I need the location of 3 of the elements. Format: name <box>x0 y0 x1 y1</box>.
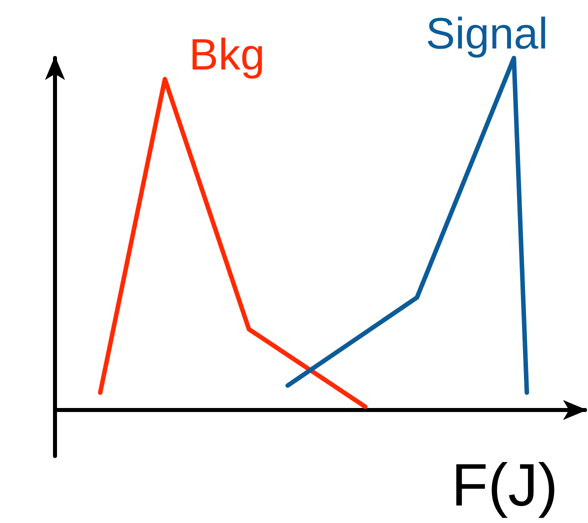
series-label: Signal <box>426 10 548 58</box>
series-label: Bkg <box>188 30 265 80</box>
x-axis-title: F(J) <box>451 452 558 518</box>
